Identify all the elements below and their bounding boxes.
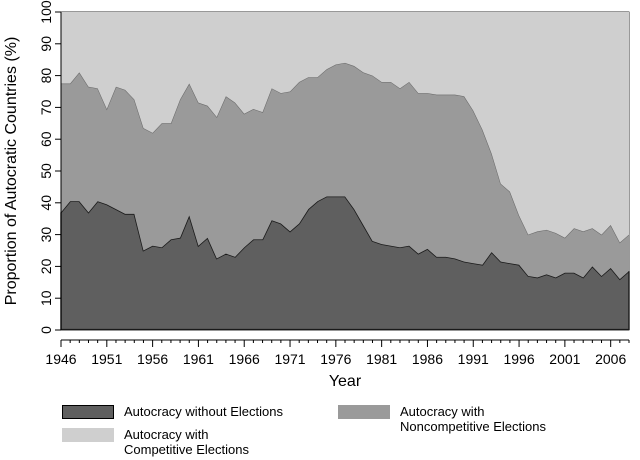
x-tick-label-1981: 1981 xyxy=(366,351,397,367)
y-tick-label-100: 100 xyxy=(38,0,54,24)
y-tick-label-40: 40 xyxy=(38,195,54,211)
x-tick-label-1976: 1976 xyxy=(320,351,351,367)
legend-label-competitive-elections: Autocracy with Competitive Elections xyxy=(124,427,249,457)
x-tick-label-2006: 2006 xyxy=(595,351,626,367)
legend-swatch-autocracy-without-elections xyxy=(62,405,114,419)
y-tick-label-90: 90 xyxy=(38,36,54,52)
area-series-2 xyxy=(61,12,629,243)
y-tick-label-70: 70 xyxy=(38,99,54,115)
x-tick-label-1951: 1951 xyxy=(91,351,122,367)
stacked-areas xyxy=(60,12,630,331)
y-tick-label-0: 0 xyxy=(38,326,54,334)
legend-swatch-competitive-elections xyxy=(62,428,114,442)
x-axis: 1946 1951 1956 1961 1966 1971 1976 1981 1986 1991… xyxy=(45,339,630,367)
y-tick-label-30: 30 xyxy=(38,227,54,243)
y-tick-label-10: 10 xyxy=(38,290,54,306)
x-tick-label-1991: 1991 xyxy=(458,351,489,367)
x-tick-label-1996: 1996 xyxy=(503,351,534,367)
y-axis: 0 10 20 30 40 50 60 70 80 90 100 xyxy=(38,0,62,334)
x-tick-label-1946: 1946 xyxy=(45,351,76,367)
legend-label-autocracy-without-elections: Autocracy without Elections xyxy=(124,404,283,419)
y-tick-label-50: 50 xyxy=(38,163,54,179)
y-axis-title: Proportion of Autocratic Countries (%) xyxy=(3,37,20,306)
x-tick-label-1956: 1956 xyxy=(137,351,168,367)
legend-swatch-noncompetitive-elections xyxy=(338,405,390,419)
legend-item-noncompetitive-elections: Autocracy with Noncompetitive Elections xyxy=(338,404,546,434)
x-tick-label-2001: 2001 xyxy=(549,351,580,367)
area-series-0 xyxy=(61,196,629,330)
y-tick-label-20: 20 xyxy=(38,258,54,274)
y-tick-label-60: 60 xyxy=(38,131,54,147)
legend-item-autocracy-without-elections: Autocracy without Elections xyxy=(62,404,283,419)
x-tick-label-1971: 1971 xyxy=(274,351,305,367)
area-series-1 xyxy=(61,62,629,280)
x-tick-label-1961: 1961 xyxy=(183,351,214,367)
legend: Autocracy without Elections Autocracy wi… xyxy=(0,398,640,460)
x-tick-label-1986: 1986 xyxy=(412,351,443,367)
x-tick-label-1966: 1966 xyxy=(229,351,260,367)
y-tick-label-80: 80 xyxy=(38,68,54,84)
legend-item-competitive-elections: Autocracy with Competitive Elections xyxy=(62,427,249,457)
legend-label-noncompetitive-elections: Autocracy with Noncompetitive Elections xyxy=(400,404,546,434)
x-axis-title: Year xyxy=(329,373,362,390)
